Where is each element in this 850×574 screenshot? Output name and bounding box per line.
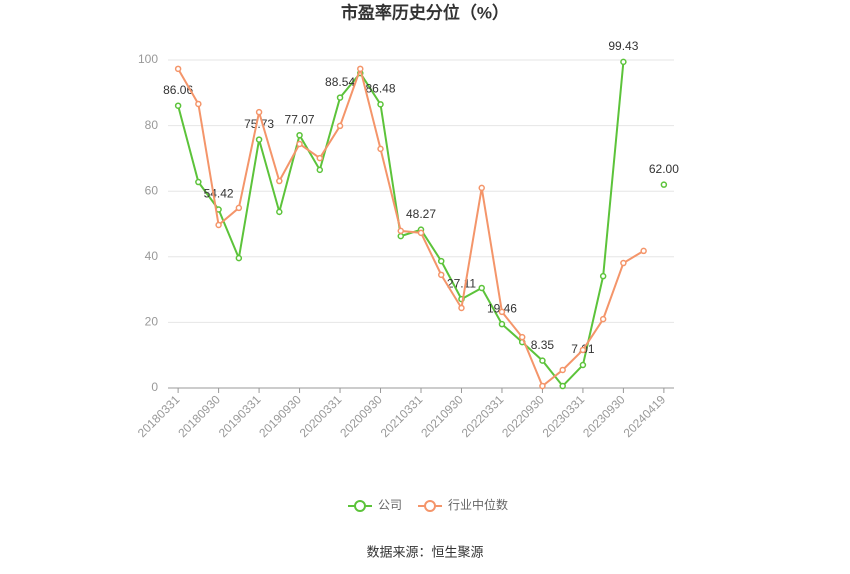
point bbox=[235, 204, 243, 212]
chart-title: 市盈率历史分位（%） bbox=[341, 2, 509, 22]
x-tick-label: 20180331 bbox=[135, 392, 183, 440]
x-tick-label: 20230331 bbox=[540, 392, 588, 440]
point bbox=[559, 382, 566, 390]
point bbox=[620, 58, 627, 66]
point bbox=[539, 357, 546, 364]
y-tick-label: 20 bbox=[145, 315, 159, 329]
data-label: 62.00 bbox=[649, 162, 679, 176]
point bbox=[255, 108, 263, 116]
data-label: 99.43 bbox=[608, 39, 638, 53]
point bbox=[660, 181, 668, 188]
point bbox=[195, 100, 202, 108]
data-label: 75.73 bbox=[244, 117, 274, 131]
legend-label: 行业中位数 bbox=[448, 497, 508, 512]
x-tick-label: 20230930 bbox=[580, 392, 628, 440]
series-line bbox=[177, 61, 625, 388]
point bbox=[478, 284, 485, 292]
point bbox=[235, 254, 243, 262]
y-tick-label: 100 bbox=[138, 52, 158, 66]
point bbox=[195, 178, 202, 186]
point bbox=[336, 94, 344, 101]
legend-label: 公司 bbox=[378, 498, 402, 512]
point bbox=[316, 166, 324, 174]
point bbox=[336, 122, 344, 130]
point bbox=[276, 208, 283, 216]
point bbox=[458, 304, 465, 312]
point bbox=[397, 227, 405, 235]
data-label: 88.54 bbox=[325, 75, 355, 89]
data-label: 54.42 bbox=[204, 187, 234, 201]
x-tick-label: 20200930 bbox=[337, 392, 385, 440]
point bbox=[640, 247, 647, 255]
point bbox=[559, 366, 566, 374]
data-label: 48.27 bbox=[406, 207, 436, 221]
x-tick-label: 20210930 bbox=[418, 392, 466, 440]
point bbox=[296, 131, 303, 139]
point bbox=[579, 346, 587, 354]
x-tick-label: 20190930 bbox=[256, 392, 304, 440]
data-label: 77.07 bbox=[285, 112, 315, 126]
legend-marker bbox=[424, 500, 437, 512]
point bbox=[498, 320, 506, 328]
point bbox=[437, 271, 445, 279]
series-line bbox=[177, 65, 645, 388]
point bbox=[255, 136, 263, 143]
x-tick-label: 20200331 bbox=[297, 392, 345, 440]
y-tick-label: 60 bbox=[145, 183, 159, 197]
point bbox=[417, 229, 425, 237]
data-label: 86.06 bbox=[163, 83, 193, 97]
point bbox=[397, 232, 405, 240]
y-tick-label: 40 bbox=[145, 249, 159, 263]
point bbox=[599, 315, 607, 323]
point bbox=[620, 259, 627, 267]
data-label: 86.48 bbox=[366, 82, 396, 96]
point bbox=[276, 177, 283, 185]
source-note: 数据来源：恒生聚源 bbox=[366, 544, 483, 559]
x-tick-label: 20180930 bbox=[175, 392, 223, 440]
point bbox=[174, 65, 182, 73]
data-label: 27.11 bbox=[447, 276, 476, 290]
x-tick-label: 20220930 bbox=[499, 392, 547, 440]
point bbox=[579, 361, 587, 369]
legend-marker bbox=[354, 500, 366, 512]
data-label: 8.35 bbox=[531, 338, 555, 352]
point bbox=[357, 65, 364, 73]
x-tick-label: 20190331 bbox=[216, 392, 264, 440]
y-tick-label: 0 bbox=[151, 380, 158, 394]
point bbox=[539, 382, 546, 390]
point bbox=[599, 272, 607, 280]
point bbox=[377, 145, 384, 153]
point bbox=[498, 308, 506, 316]
point bbox=[296, 140, 303, 148]
point bbox=[215, 221, 222, 229]
point bbox=[437, 257, 445, 265]
x-tick-label: 20220331 bbox=[459, 392, 507, 440]
point bbox=[174, 102, 182, 109]
point bbox=[478, 184, 485, 192]
y-tick-label: 80 bbox=[145, 118, 159, 132]
x-tick-label: 20240419 bbox=[621, 392, 669, 440]
point bbox=[377, 101, 384, 108]
x-tick-label: 20210331 bbox=[378, 392, 426, 440]
point bbox=[518, 333, 526, 341]
point bbox=[316, 154, 324, 162]
